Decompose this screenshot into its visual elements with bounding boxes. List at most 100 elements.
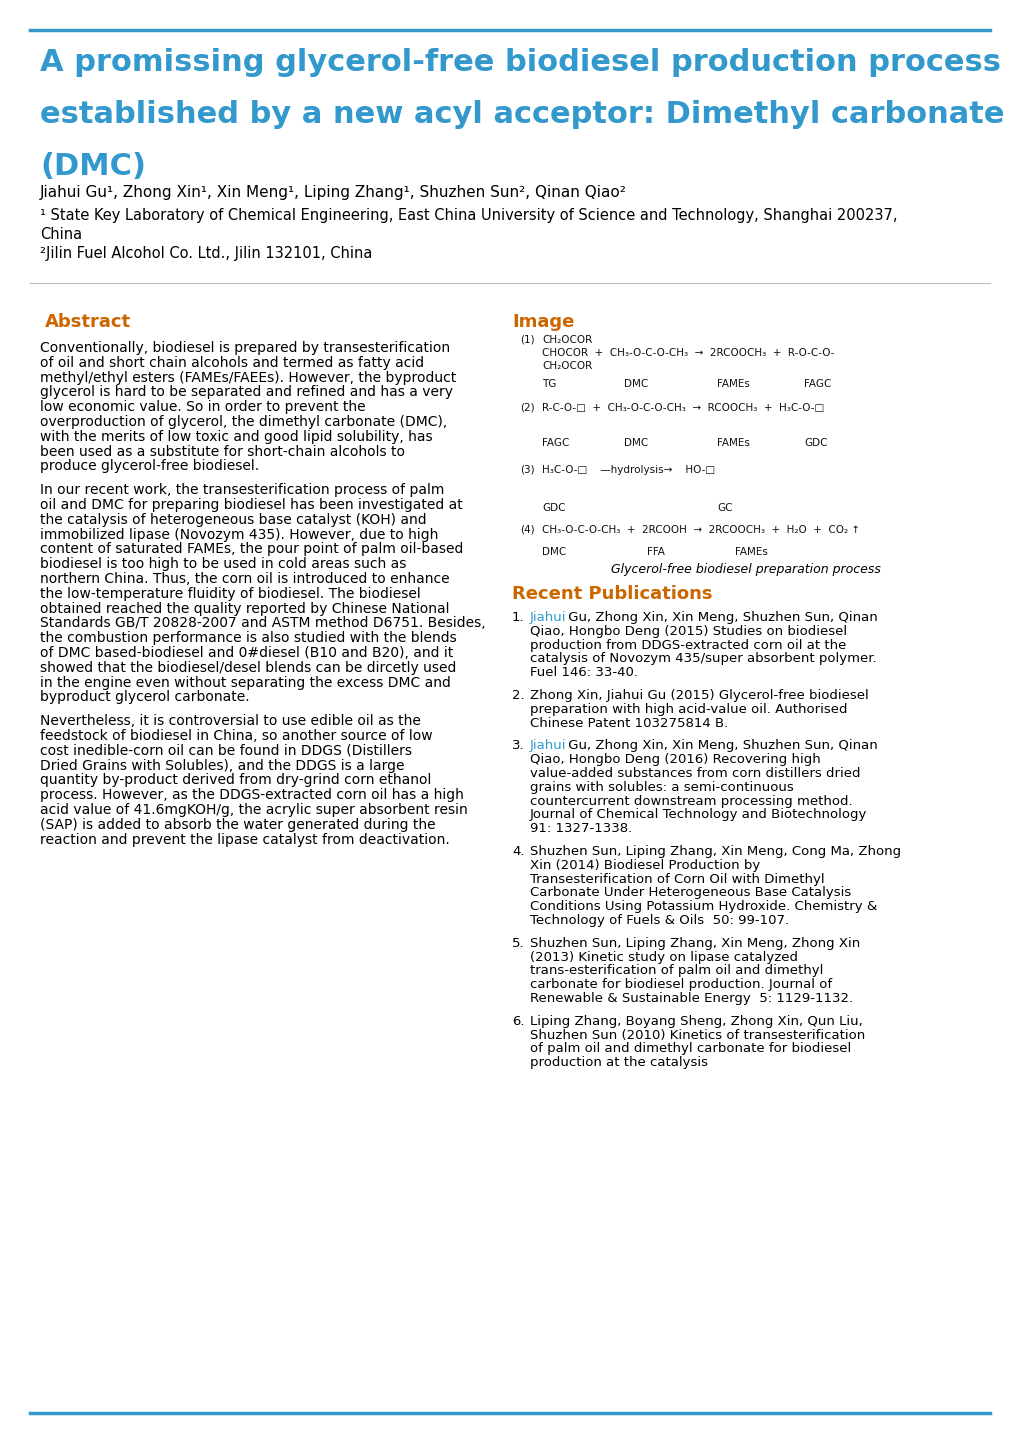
Text: oil and DMC for preparing biodiesel has been investigated at: oil and DMC for preparing biodiesel has … (40, 498, 463, 512)
Text: carbonate for biodiesel production. Journal of: carbonate for biodiesel production. Jour… (530, 978, 832, 991)
Text: Gu, Zhong Xin, Xin Meng, Shuzhen Sun, Qinan: Gu, Zhong Xin, Xin Meng, Shuzhen Sun, Qi… (564, 739, 876, 752)
Text: (SAP) is added to absorb the water generated during the: (SAP) is added to absorb the water gener… (40, 818, 435, 831)
Text: of oil and short chain alcohols and termed as fatty acid: of oil and short chain alcohols and term… (40, 356, 424, 369)
Text: Qiao, Hongbo Deng (2016) Recovering high: Qiao, Hongbo Deng (2016) Recovering high (530, 753, 820, 766)
Text: catalysis of Novozym 435/super absorbent polymer.: catalysis of Novozym 435/super absorbent… (530, 652, 875, 665)
Text: CH₃-O-C-O-CH₃  +  2RCOOH  →  2RCOOCH₃  +  H₂O  +  CO₂ ↑: CH₃-O-C-O-CH₃ + 2RCOOH → 2RCOOCH₃ + H₂O … (541, 525, 859, 535)
Text: acid value of 41.6mgKOH/g, the acrylic super absorbent resin: acid value of 41.6mgKOH/g, the acrylic s… (40, 802, 468, 817)
Text: TG: TG (541, 380, 555, 390)
Text: the combustion performance is also studied with the blends: the combustion performance is also studi… (40, 631, 457, 645)
Text: Conditions Using Potassium Hydroxide. Chemistry &: Conditions Using Potassium Hydroxide. Ch… (530, 900, 876, 913)
Text: cost inedible-corn oil can be found in DDGS (Distillers: cost inedible-corn oil can be found in D… (40, 743, 412, 758)
Text: methyl/ethyl esters (FAMEs/FAEEs). However, the byproduct: methyl/ethyl esters (FAMEs/FAEEs). Howev… (40, 371, 455, 385)
Text: Conventionally, biodiesel is prepared by transesterification: Conventionally, biodiesel is prepared by… (40, 341, 449, 355)
Text: H₃C-O-□    —hydrolysis→    HO-□: H₃C-O-□ —hydrolysis→ HO-□ (541, 465, 714, 475)
Text: CH₂OCOR: CH₂OCOR (541, 361, 592, 371)
Text: Jiahui: Jiahui (530, 610, 566, 623)
Text: established by a new acyl acceptor: Dimethyl carbonate: established by a new acyl acceptor: Dime… (40, 100, 1004, 128)
Text: Jiahui: Jiahui (530, 739, 566, 752)
Text: grains with solubles: a semi-continuous: grains with solubles: a semi-continuous (530, 781, 793, 794)
Text: GDC: GDC (803, 439, 826, 447)
Text: feedstock of biodiesel in China, so another source of low: feedstock of biodiesel in China, so anot… (40, 729, 432, 743)
Text: Shuzhen Sun, Liping Zhang, Xin Meng, Zhong Xin: Shuzhen Sun, Liping Zhang, Xin Meng, Zho… (530, 937, 859, 949)
Text: of palm oil and dimethyl carbonate for biodiesel: of palm oil and dimethyl carbonate for b… (530, 1042, 851, 1055)
Text: (2013) Kinetic study on lipase catalyzed: (2013) Kinetic study on lipase catalyzed (530, 951, 797, 964)
Text: 91: 1327-1338.: 91: 1327-1338. (530, 823, 632, 835)
Text: the low-temperature fluidity of biodiesel. The biodiesel: the low-temperature fluidity of biodiese… (40, 587, 421, 600)
Text: northern China. Thus, the corn oil is introduced to enhance: northern China. Thus, the corn oil is in… (40, 571, 449, 586)
Text: showed that the biodiesel/desel blends can be dircetly used: showed that the biodiesel/desel blends c… (40, 661, 455, 675)
Text: been used as a substitute for short-chain alcohols to: been used as a substitute for short-chai… (40, 444, 405, 459)
Text: 6.: 6. (512, 1014, 524, 1027)
Text: Glycerol-free biodiesel preparation process: Glycerol-free biodiesel preparation proc… (610, 563, 880, 576)
Text: 5.: 5. (512, 937, 524, 949)
Text: DMC: DMC (541, 547, 566, 557)
Text: byproduct glycerol carbonate.: byproduct glycerol carbonate. (40, 690, 250, 704)
Text: Chinese Patent 103275814 B.: Chinese Patent 103275814 B. (530, 717, 728, 730)
Text: Renewable & Sustainable Energy  5: 1129-1132.: Renewable & Sustainable Energy 5: 1129-1… (530, 991, 852, 1004)
Text: 4.: 4. (512, 846, 524, 859)
Text: Gu, Zhong Xin, Xin Meng, Shuzhen Sun, Qinan: Gu, Zhong Xin, Xin Meng, Shuzhen Sun, Qi… (564, 610, 876, 623)
Text: Carbonate Under Heterogeneous Base Catalysis: Carbonate Under Heterogeneous Base Catal… (530, 886, 851, 899)
Text: Transesterification of Corn Oil with Dimethyl: Transesterification of Corn Oil with Dim… (530, 873, 823, 886)
Text: immobilized lipase (Novozym 435). However, due to high: immobilized lipase (Novozym 435). Howeve… (40, 528, 438, 541)
Text: Jiahui Gu¹, Zhong Xin¹, Xin Meng¹, Liping Zhang¹, Shuzhen Sun², Qinan Qiao²: Jiahui Gu¹, Zhong Xin¹, Xin Meng¹, Lipin… (40, 185, 627, 201)
Text: value-added substances from corn distillers dried: value-added substances from corn distill… (530, 768, 860, 781)
Text: FAGC: FAGC (541, 439, 569, 447)
Text: Standards GB/T 20828-2007 and ASTM method D6751. Besides,: Standards GB/T 20828-2007 and ASTM metho… (40, 616, 485, 631)
Text: preparation with high acid-value oil. Authorised: preparation with high acid-value oil. Au… (530, 703, 847, 716)
Text: (4): (4) (520, 525, 534, 535)
Text: R-C-O-□  +  CH₃-O-C-O-CH₃  →  RCOOCH₃  +  H₃C-O-□: R-C-O-□ + CH₃-O-C-O-CH₃ → RCOOCH₃ + H₃C-… (541, 403, 823, 413)
Text: production at the catalysis: production at the catalysis (530, 1056, 707, 1069)
Text: in the engine even without separating the excess DMC and: in the engine even without separating th… (40, 675, 450, 690)
Text: Qiao, Hongbo Deng (2015) Studies on biodiesel: Qiao, Hongbo Deng (2015) Studies on biod… (530, 625, 847, 638)
Text: production from DDGS-extracted corn oil at the: production from DDGS-extracted corn oil … (530, 639, 846, 652)
Text: with the merits of low toxic and good lipid solubility, has: with the merits of low toxic and good li… (40, 430, 432, 444)
Text: Nevertheless, it is controversial to use edible oil as the: Nevertheless, it is controversial to use… (40, 714, 421, 729)
Text: In our recent work, the transesterification process of palm: In our recent work, the transesterificat… (40, 483, 444, 498)
Text: process. However, as the DDGS-extracted corn oil has a high: process. However, as the DDGS-extracted … (40, 788, 464, 802)
Text: low economic value. So in order to prevent the: low economic value. So in order to preve… (40, 400, 365, 414)
Text: DMC: DMC (624, 439, 648, 447)
Text: (1): (1) (520, 335, 534, 345)
Text: trans-esterification of palm oil and dimethyl: trans-esterification of palm oil and dim… (530, 964, 822, 977)
Text: content of saturated FAMEs, the pour point of palm oil-based: content of saturated FAMEs, the pour poi… (40, 543, 463, 557)
Text: Dried Grains with Solubles), and the DDGS is a large: Dried Grains with Solubles), and the DDG… (40, 759, 405, 772)
Text: the catalysis of heterogeneous base catalyst (KOH) and: the catalysis of heterogeneous base cata… (40, 512, 426, 527)
Text: obtained reached the quality reported by Chinese National: obtained reached the quality reported by… (40, 602, 449, 616)
Text: FAMEs: FAMEs (735, 547, 767, 557)
Text: Recent Publications: Recent Publications (512, 584, 712, 603)
Text: CH₂OCOR: CH₂OCOR (541, 335, 592, 345)
Text: 2.: 2. (512, 688, 524, 701)
Text: 1.: 1. (512, 610, 524, 623)
Text: Liping Zhang, Boyang Sheng, Zhong Xin, Qun Liu,: Liping Zhang, Boyang Sheng, Zhong Xin, Q… (530, 1014, 862, 1027)
Text: (2): (2) (520, 403, 534, 413)
Text: FAMEs: FAMEs (716, 380, 749, 390)
Text: countercurrent downstream processing method.: countercurrent downstream processing met… (530, 795, 852, 808)
Text: (DMC): (DMC) (40, 152, 146, 180)
Text: produce glycerol-free biodiesel.: produce glycerol-free biodiesel. (40, 459, 259, 473)
Text: Shuzhen Sun (2010) Kinetics of transesterification: Shuzhen Sun (2010) Kinetics of transeste… (530, 1029, 864, 1042)
Text: ²Jilin Fuel Alcohol Co. Ltd., Jilin 132101, China: ²Jilin Fuel Alcohol Co. Ltd., Jilin 1321… (40, 245, 372, 261)
Text: GDC: GDC (541, 504, 565, 514)
Text: Journal of Chemical Technology and Biotechnology: Journal of Chemical Technology and Biote… (530, 808, 866, 821)
Text: FFA: FFA (646, 547, 664, 557)
Text: 3.: 3. (512, 739, 524, 752)
Text: Xin (2014) Biodiesel Production by: Xin (2014) Biodiesel Production by (530, 859, 759, 872)
Text: Image: Image (512, 313, 574, 330)
Text: Technology of Fuels & Oils  50: 99-107.: Technology of Fuels & Oils 50: 99-107. (530, 913, 789, 926)
Text: glycerol is hard to be separated and refined and has a very: glycerol is hard to be separated and ref… (40, 385, 452, 400)
Text: reaction and prevent the lipase catalyst from deactivation.: reaction and prevent the lipase catalyst… (40, 833, 449, 847)
Text: quantity by-product derived from dry-grind corn ethanol: quantity by-product derived from dry-gri… (40, 773, 431, 788)
Text: ¹ State Key Laboratory of Chemical Engineering, East China University of Science: ¹ State Key Laboratory of Chemical Engin… (40, 208, 897, 224)
Text: CHOCOR  +  CH₃-O-C-O-CH₃  →  2RCOOCH₃  +  R-O-C-O-: CHOCOR + CH₃-O-C-O-CH₃ → 2RCOOCH₃ + R-O-… (541, 348, 834, 358)
Text: China: China (40, 227, 83, 242)
Text: Abstract: Abstract (45, 313, 131, 330)
Text: overproduction of glycerol, the dimethyl carbonate (DMC),: overproduction of glycerol, the dimethyl… (40, 416, 446, 429)
Text: biodiesel is too high to be used in cold areas such as: biodiesel is too high to be used in cold… (40, 557, 406, 571)
Text: of DMC based-biodiesel and 0#diesel (B10 and B20), and it: of DMC based-biodiesel and 0#diesel (B10… (40, 646, 452, 659)
Text: FAMEs: FAMEs (716, 439, 749, 447)
Text: A promissing glycerol-free biodiesel production process: A promissing glycerol-free biodiesel pro… (40, 48, 1000, 76)
Text: Shuzhen Sun, Liping Zhang, Xin Meng, Cong Ma, Zhong: Shuzhen Sun, Liping Zhang, Xin Meng, Con… (530, 846, 900, 859)
Text: DMC: DMC (624, 380, 648, 390)
